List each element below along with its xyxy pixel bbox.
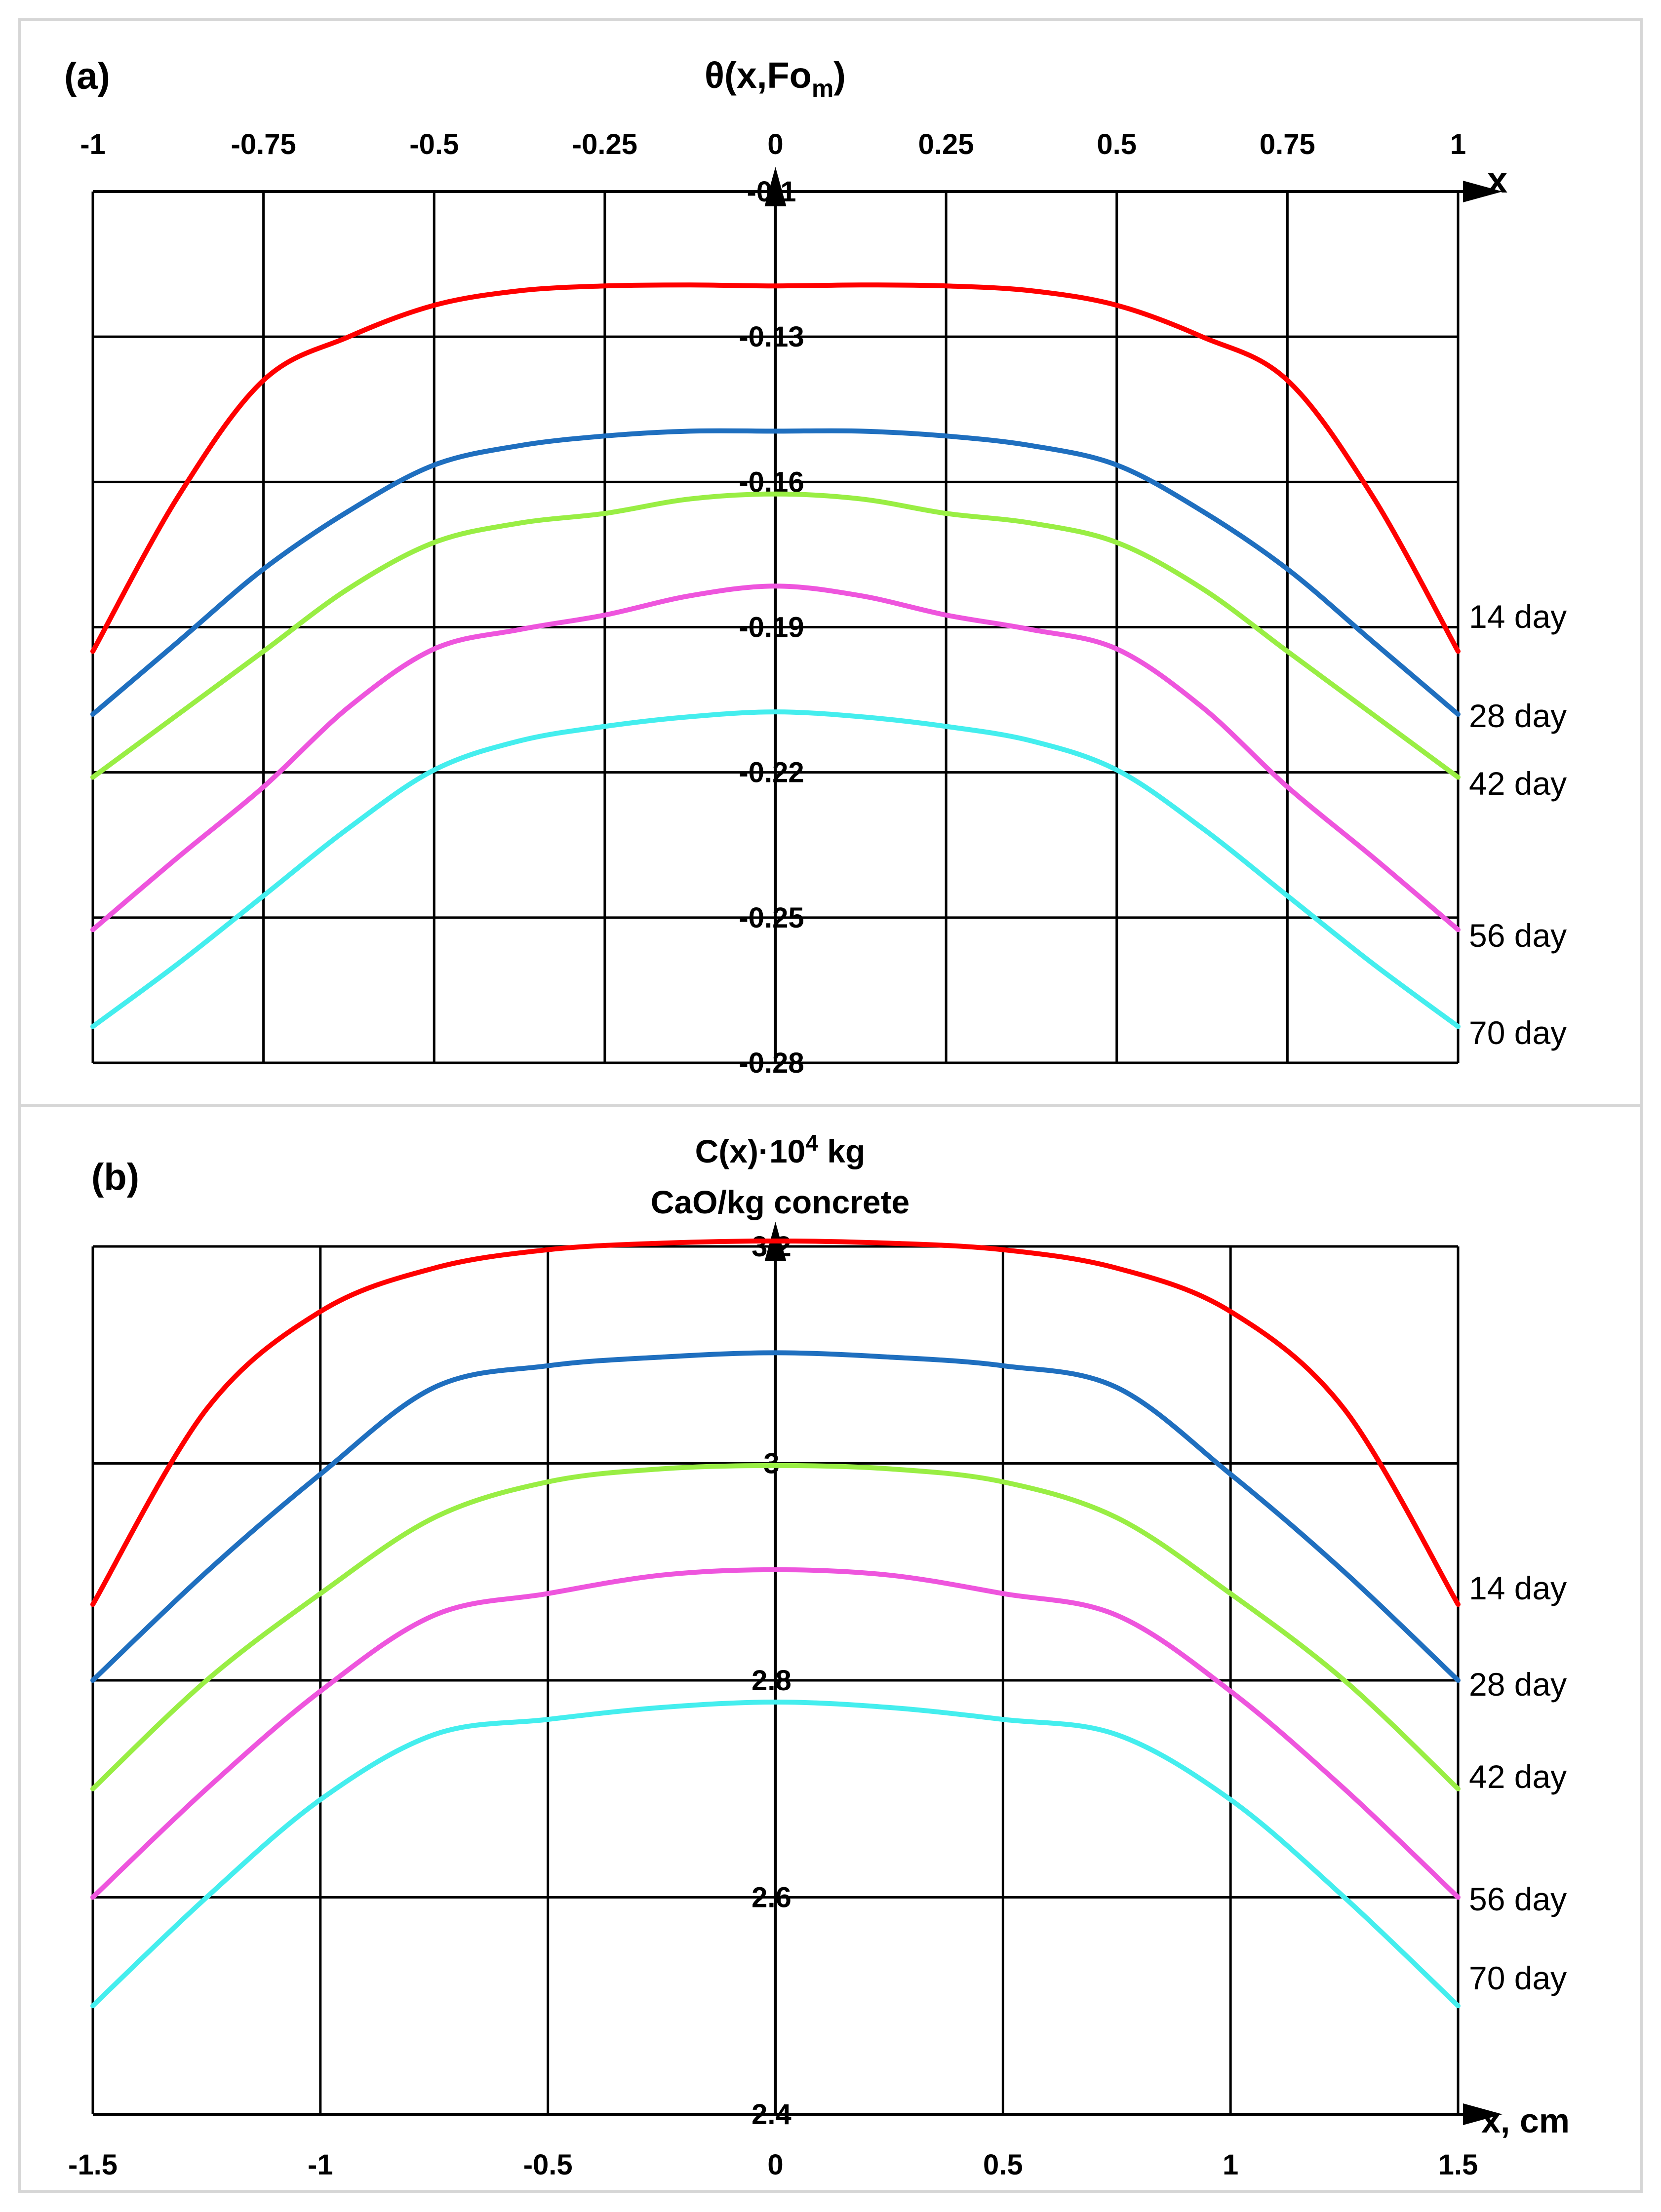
a-y-tick-1: -0.13 [739, 321, 804, 353]
a-series-line-1 [90, 282, 1461, 654]
b-x-axis-arrow [1463, 2103, 1503, 2125]
panel-b-title-main: C(x)·10 [695, 1133, 806, 1169]
b-x-tick-3: 0 [767, 2149, 783, 2181]
panel-b-label: (b) [91, 1156, 139, 1198]
b-x-tick-1: -1 [308, 2149, 333, 2181]
b-series-label-3: 42 day [1469, 1758, 1567, 1795]
b-series-label-5: 70 day [1469, 1960, 1567, 1996]
panel-b-title-superscript: 4 [805, 1130, 818, 1156]
panel-a-label: (a) [64, 55, 110, 97]
panel-b: (b) C(x)·104 kg CaO/kg concrete -1.5 -1 -0… [18, 1104, 1643, 2193]
b-y-tick-4: 2.4 [751, 2098, 791, 2131]
a-series-label-4: 56 day [1469, 917, 1567, 954]
panel-b-axes [93, 1222, 1503, 2125]
panel-b-x-axis-label: x, cm [1481, 2101, 1570, 2140]
panel-b-title-line2: CaO/kg concrete [651, 1184, 910, 1220]
a-x-tick-6: 0.5 [1097, 128, 1137, 160]
b-series-line-1 [90, 1239, 1461, 1607]
panel-b-y-tick-labels: 3.232.82.62.4 [751, 1231, 791, 2131]
a-series-label-5: 70 day [1469, 1014, 1567, 1051]
a-x-tick-2: -0.5 [409, 128, 459, 160]
a-x-tick-1: -0.75 [231, 128, 296, 160]
panel-b-border [18, 1104, 1643, 2193]
panel-a-title-subscript: m [812, 75, 833, 102]
a-x-tick-5: 0.25 [918, 128, 974, 160]
panel-b-title-line1: C(x)·104 kg [695, 1130, 866, 1169]
a-y-tick-6: -0.28 [739, 1047, 804, 1079]
panel-a-title-main: θ(x,Fo [705, 55, 812, 96]
a-y-tick-0: -0.1 [747, 176, 796, 208]
panel-b-series-labels: 14 day 28 day 42 day 56 day 70 day [1469, 1570, 1567, 1996]
panel-b-series [90, 1239, 1461, 2009]
b-series-label-1: 14 day [1469, 1570, 1567, 1606]
panel-a: (a) θ(x,Fom) -1 -0.75 -0.5 -0.25 0 0.25 0.5 0.7… [18, 18, 1643, 1107]
b-x-tick-5: 1 [1223, 2149, 1238, 2181]
panel-a-axes [93, 167, 1503, 1063]
b-y-tick-2: 2.8 [751, 1665, 791, 1697]
a-y-tick-5: -0.25 [739, 902, 804, 934]
a-y-tick-4: -0.22 [739, 757, 804, 789]
a-x-tick-7: 0.75 [1260, 128, 1315, 160]
b-y-tick-0: 3.2 [751, 1231, 791, 1263]
panel-a-series-labels: 14 day 28 day 42 day 56 day 70 day [1469, 598, 1567, 1051]
a-x-tick-8: 1 [1450, 128, 1466, 160]
b-y-tick-3: 2.6 [751, 1882, 791, 1914]
a-series-label-1: 14 day [1469, 598, 1567, 635]
panel-b-x-tick-labels: -1.5 -1 -0.5 0 0.5 1 1.5 [68, 2149, 1478, 2181]
a-x-axis-arrow [1463, 181, 1503, 202]
a-series-line-2 [90, 428, 1461, 717]
panel-a-y-tick-labels: -0.1-0.13-0.16-0.19-0.22-0.25-0.28 [739, 176, 804, 1079]
a-x-tick-0: -1 [80, 128, 106, 160]
panel-a-title-suffix: ) [833, 55, 846, 96]
b-series-label-2: 28 day [1469, 1666, 1567, 1703]
a-y-tick-3: -0.19 [739, 612, 804, 644]
b-series-line-5 [90, 1700, 1461, 2009]
a-series-label-3: 42 day [1469, 765, 1567, 802]
a-series-label-2: 28 day [1469, 698, 1567, 734]
panel-a-x-tick-labels: -1 -0.75 -0.5 -0.25 0 0.25 0.5 0.75 1 [80, 128, 1466, 160]
panel-a-series [90, 282, 1461, 1029]
a-series-line-3 [90, 491, 1461, 780]
b-series-label-4: 56 day [1469, 1881, 1567, 1917]
a-series-line-5 [90, 709, 1461, 1029]
panel-a-x-axis-label: x [1487, 159, 1507, 200]
panel-b-title-suffix: kg [818, 1133, 865, 1169]
a-x-tick-3: -0.25 [572, 128, 637, 160]
b-x-tick-4: 0.5 [983, 2149, 1023, 2181]
b-series-line-3 [90, 1463, 1461, 1791]
b-series-line-2 [90, 1350, 1461, 1683]
b-x-tick-6: 1.5 [1438, 2149, 1478, 2181]
panel-a-title: θ(x,Fom) [705, 55, 846, 102]
a-x-tick-4: 0 [767, 128, 783, 160]
b-x-tick-2: -0.5 [523, 2149, 573, 2181]
b-x-tick-0: -1.5 [68, 2149, 118, 2181]
a-y-axis-arrow [764, 167, 787, 206]
b-series-line-4 [90, 1567, 1461, 1900]
a-series-line-4 [90, 583, 1461, 932]
